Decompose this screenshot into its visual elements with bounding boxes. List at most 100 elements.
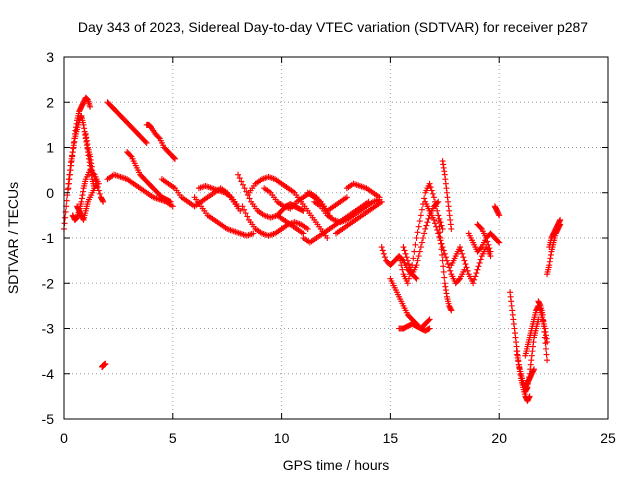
data-point	[455, 276, 462, 283]
data-point	[413, 275, 420, 282]
y-tick-label: -4	[42, 366, 55, 382]
data-point	[544, 357, 551, 364]
x-tick-label: 0	[60, 430, 68, 446]
data-point	[496, 239, 503, 246]
data-point	[442, 254, 449, 261]
data-point	[237, 207, 244, 214]
data-point	[425, 317, 432, 324]
series-arc-i	[124, 149, 174, 205]
data-point	[475, 263, 482, 270]
x-tick-label: 15	[383, 430, 399, 446]
series-arc-aa	[400, 198, 442, 278]
data-point	[473, 270, 480, 277]
data-point	[87, 103, 94, 110]
data-point	[422, 225, 429, 232]
data-point	[426, 325, 433, 332]
data-point	[405, 275, 412, 282]
data-point	[299, 207, 306, 214]
series-arc-ad	[439, 158, 455, 232]
series-arc-y	[396, 320, 433, 334]
data-point	[246, 195, 253, 202]
data-point	[379, 247, 386, 254]
data-point	[496, 212, 503, 219]
data-point	[250, 230, 257, 237]
grid-layer	[64, 57, 608, 419]
data-points-layer	[61, 94, 564, 404]
data-point	[460, 254, 467, 261]
data-point	[438, 246, 445, 253]
data-point	[439, 225, 446, 232]
x-tick-label: 10	[274, 430, 290, 446]
data-point	[435, 198, 442, 205]
data-point	[458, 247, 465, 254]
data-point	[241, 206, 248, 213]
data-point	[406, 264, 413, 271]
y-tick-label: 0	[46, 185, 54, 201]
series-arc-m	[235, 171, 307, 237]
data-point	[457, 244, 464, 251]
data-point	[171, 155, 178, 162]
data-point	[441, 274, 448, 281]
data-point	[413, 262, 420, 269]
y-tick-label: -1	[42, 230, 55, 246]
data-point	[425, 215, 432, 222]
y-tick-label: 1	[46, 140, 54, 156]
data-point	[92, 177, 99, 184]
data-point	[300, 207, 307, 214]
series-arc-am	[535, 298, 551, 364]
data-point	[434, 207, 441, 214]
x-tick-label: 20	[491, 430, 507, 446]
data-point	[448, 307, 455, 314]
data-point	[62, 214, 69, 221]
data-point	[169, 203, 176, 210]
data-point	[399, 266, 406, 273]
data-point	[127, 152, 134, 159]
data-point	[402, 250, 409, 257]
series-arc-q	[274, 201, 307, 219]
series-arc-f	[104, 171, 176, 210]
data-point	[93, 180, 100, 187]
series-arc-b	[65, 94, 94, 192]
data-point	[541, 328, 548, 335]
data-point	[462, 261, 469, 268]
data-point	[447, 267, 454, 274]
data-point	[540, 323, 547, 330]
chart-title: Day 343 of 2023, Sidereal Day-to-day VTE…	[78, 19, 588, 35]
data-point	[404, 280, 411, 287]
data-point	[376, 194, 383, 201]
data-point	[435, 212, 442, 219]
y-tick-label: 2	[46, 94, 54, 110]
series-arc-al	[522, 316, 542, 395]
series-arc-ao	[546, 216, 564, 251]
x-tick-label: 25	[600, 430, 616, 446]
data-point	[487, 248, 494, 255]
data-point	[343, 194, 350, 201]
data-point	[437, 235, 444, 241]
data-point	[421, 195, 428, 202]
data-point	[90, 170, 97, 177]
data-point	[542, 340, 549, 347]
data-point	[91, 173, 98, 180]
series-arc-ab	[422, 198, 468, 287]
data-point	[440, 263, 447, 270]
data-point	[381, 254, 388, 261]
data-point	[304, 225, 311, 232]
data-point	[436, 223, 443, 230]
data-point	[155, 134, 162, 141]
data-point	[242, 210, 249, 217]
y-axis-label: SDTVAR / TECUs	[5, 182, 21, 294]
data-point	[415, 223, 422, 230]
data-point	[436, 229, 443, 236]
data-point	[437, 240, 444, 247]
series-arc-d	[82, 130, 107, 205]
series-arc-u	[333, 198, 385, 237]
data-point	[142, 138, 149, 145]
data-point	[423, 222, 430, 229]
data-point	[476, 259, 483, 266]
data-point	[416, 248, 423, 255]
series-arc-t	[304, 189, 350, 214]
data-point	[495, 238, 502, 245]
data-point	[472, 273, 479, 280]
